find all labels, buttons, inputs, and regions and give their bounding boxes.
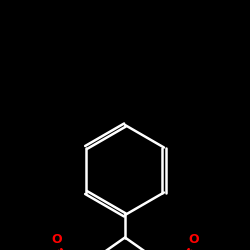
Text: O: O: [51, 233, 62, 246]
Text: O: O: [188, 233, 199, 246]
